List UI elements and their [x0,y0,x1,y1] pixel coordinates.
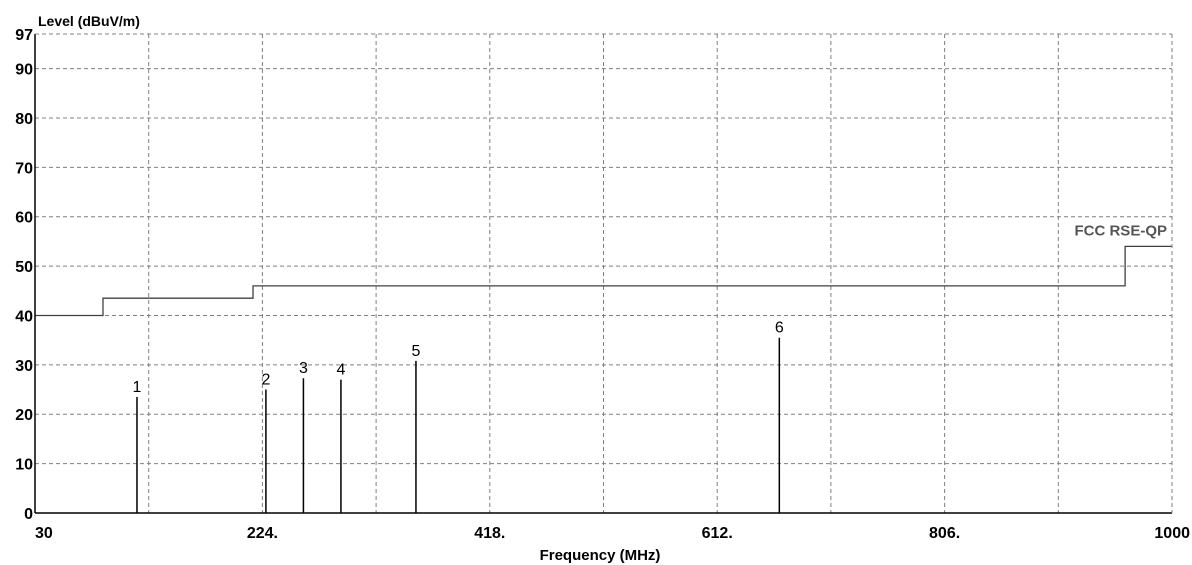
axes-group [34,33,1173,514]
x-tick-label: 612. [702,525,733,542]
markers-group: 1 2 3 4 5 6 [133,320,784,513]
grid [35,34,1172,513]
limit-line-label: FCC RSE-QP [1074,222,1167,239]
y-axis-label: Level (dBuV/m) [38,13,140,29]
marker-label: 6 [775,320,784,337]
x-tick-label: 806. [929,525,960,542]
limit-line [35,245,1172,317]
x-tick-label: 224. [247,525,278,542]
y-tick-label: 30 [15,358,33,375]
y-tick-label: 60 [15,210,33,227]
y-tick-label: 10 [15,457,33,474]
y-tick-label: 90 [15,62,33,79]
marker-label: 2 [261,372,270,389]
marker-label: 1 [133,379,142,396]
marker-label: 5 [412,343,421,360]
y-tick-label: 97 [15,27,33,44]
limit-line-group: FCC RSE-QP [35,222,1172,317]
x-axis-label: Frequency (MHz) [540,547,661,564]
y-tick-label: 50 [15,259,33,276]
y-tick-label: 0 [24,506,33,523]
marker-label: 3 [299,360,308,377]
y-tick-label: 20 [15,407,33,424]
marker-label: 4 [336,362,345,379]
x-tick-label: 30 [35,525,53,542]
x-tick-label: 418. [474,525,505,542]
tick-labels: 0 10 20 30 40 50 60 70 80 90 97 30 224. 418. 612. 806. 1… [15,27,1190,542]
y-tick-label: 40 [15,308,33,325]
y-tick-label: 70 [15,160,33,177]
y-tick-label: 80 [15,111,33,128]
x-tick-label: 1000 [1154,525,1190,542]
